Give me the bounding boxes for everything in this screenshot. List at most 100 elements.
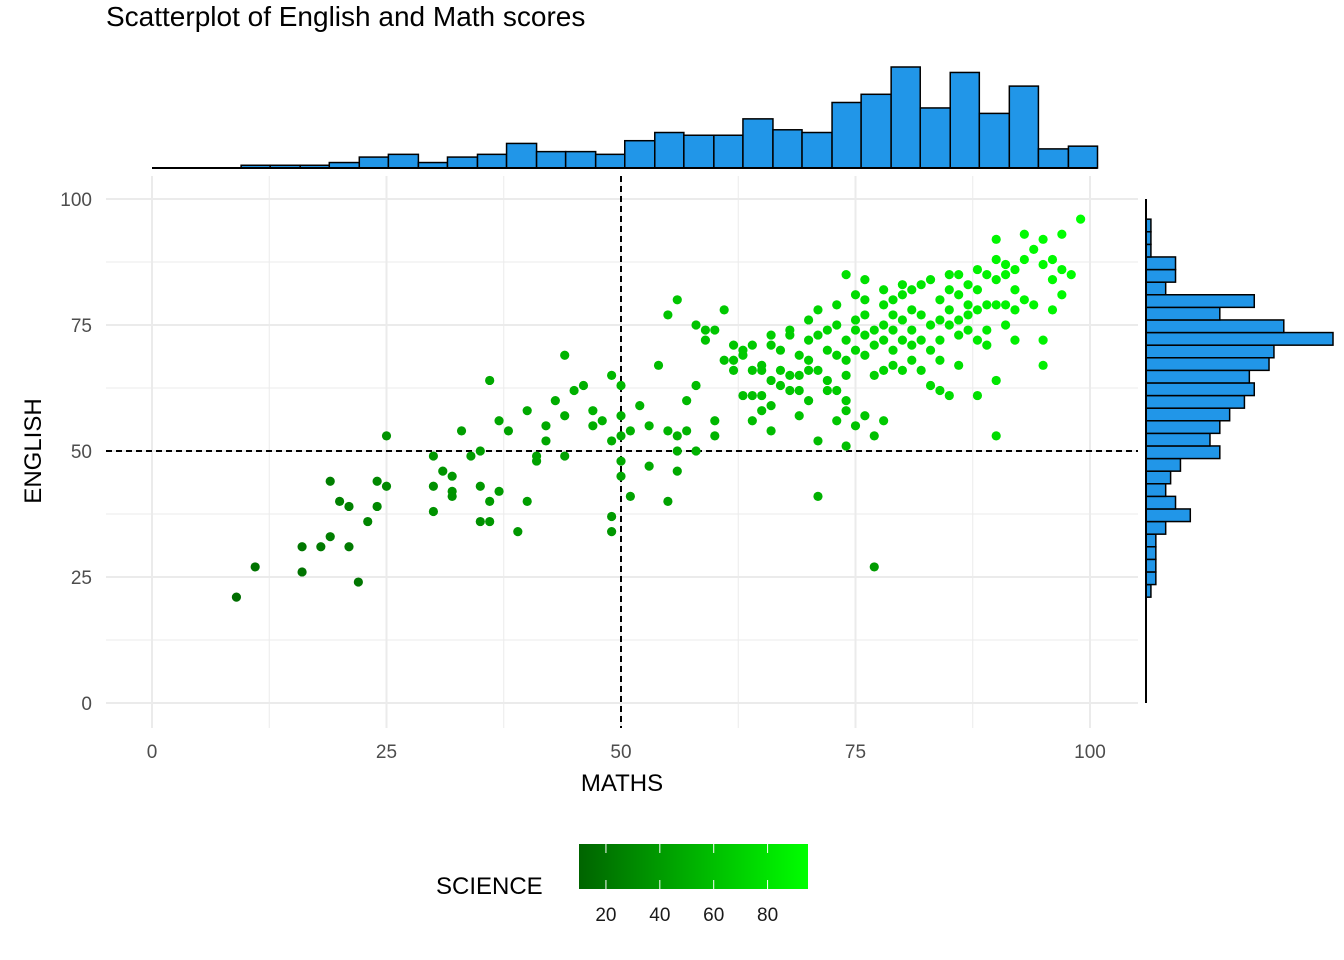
scatter-points: [231, 214, 1086, 602]
data-point: [438, 466, 448, 476]
data-point: [710, 431, 720, 441]
data-point: [944, 285, 954, 295]
data-point: [944, 305, 954, 315]
data-point: [700, 335, 711, 345]
data-point: [353, 577, 363, 587]
english-histogram-bar: [1145, 571, 1157, 586]
english-histogram: [1145, 199, 1334, 703]
data-point: [428, 451, 438, 461]
data-point: [822, 325, 832, 335]
data-point: [925, 320, 936, 330]
english-histogram-bar: [1145, 445, 1221, 460]
data-point: [297, 542, 307, 552]
english-histogram-bar: [1145, 382, 1256, 397]
data-point: [879, 285, 889, 295]
data-point: [841, 396, 851, 406]
english-histogram-bar: [1145, 495, 1177, 510]
data-point: [335, 496, 345, 506]
data-point: [747, 416, 757, 426]
data-point: [541, 421, 551, 431]
data-point: [822, 385, 832, 396]
data-point: [522, 496, 532, 506]
data-point: [879, 335, 889, 345]
data-point: [456, 426, 467, 436]
x-tick-label: 0: [147, 742, 158, 763]
data-point: [794, 385, 804, 396]
data-point: [925, 275, 936, 285]
data-point: [728, 340, 739, 350]
maths-histogram-bar: [535, 150, 567, 169]
data-point: [1047, 275, 1058, 285]
data-point: [982, 270, 992, 280]
maths-histogram-bar: [387, 153, 420, 169]
data-point: [447, 491, 457, 501]
data-point: [869, 340, 879, 350]
data-point: [925, 380, 936, 391]
data-point: [1019, 295, 1029, 305]
data-point: [494, 416, 504, 426]
data-point: [344, 501, 354, 512]
data-point: [832, 385, 842, 396]
data-point: [879, 300, 889, 310]
data-point: [372, 476, 382, 486]
maths-histogram-bar: [772, 129, 803, 169]
data-point: [513, 527, 523, 537]
data-point: [869, 325, 879, 335]
data-point: [616, 456, 626, 466]
maths-histogram-bar: [654, 131, 685, 169]
data-point: [1076, 214, 1086, 224]
data-point: [447, 471, 457, 481]
data-point: [907, 340, 917, 350]
data-point: [832, 416, 842, 426]
x-axis-ticks: 0 25 50 75 100: [147, 742, 1106, 763]
english-histogram-bar: [1145, 256, 1177, 271]
english-histogram-bar: [1145, 546, 1157, 561]
english-histogram-bar: [1145, 344, 1275, 359]
data-point: [935, 295, 945, 305]
data-point: [616, 471, 626, 481]
maths-histogram-bar: [564, 150, 597, 169]
data-point: [635, 401, 645, 411]
data-point: [991, 275, 1001, 285]
data-point: [522, 406, 532, 416]
data-point: [325, 532, 335, 542]
data-point: [804, 315, 814, 325]
data-point: [644, 461, 654, 471]
data-point: [813, 491, 823, 501]
data-point: [1038, 259, 1048, 270]
data-point: [869, 562, 879, 572]
data-point: [747, 340, 757, 350]
data-point: [991, 254, 1001, 265]
data-point: [935, 385, 945, 396]
data-point: [1029, 244, 1039, 254]
data-point: [916, 280, 926, 290]
english-histogram-bar: [1145, 558, 1157, 573]
x-tick-label: 100: [1074, 742, 1106, 763]
data-point: [663, 496, 673, 506]
maths-histogram-bar: [919, 107, 951, 169]
data-point: [860, 310, 870, 320]
y-axis-ticks: 0 25 50 75 100: [60, 190, 92, 715]
maths-histogram-bar: [594, 153, 626, 169]
legend-tick-label: 80: [757, 905, 778, 926]
data-point: [879, 320, 889, 330]
data-point: [297, 567, 307, 577]
legend-tick-label: 40: [649, 905, 670, 926]
data-point: [588, 406, 598, 416]
data-point: [428, 506, 438, 517]
data-point: [766, 426, 776, 436]
data-point: [935, 335, 945, 345]
data-point: [841, 406, 851, 416]
data-point: [372, 501, 382, 512]
data-point: [691, 446, 701, 456]
data-point: [616, 431, 626, 441]
data-point: [794, 370, 804, 380]
data-point: [935, 315, 945, 325]
data-point: [1010, 335, 1020, 345]
data-point: [832, 300, 842, 310]
data-point: [785, 370, 795, 380]
legend-title: SCIENCE: [436, 873, 543, 900]
data-point: [869, 431, 879, 441]
data-point: [560, 451, 570, 461]
data-point: [860, 275, 870, 285]
